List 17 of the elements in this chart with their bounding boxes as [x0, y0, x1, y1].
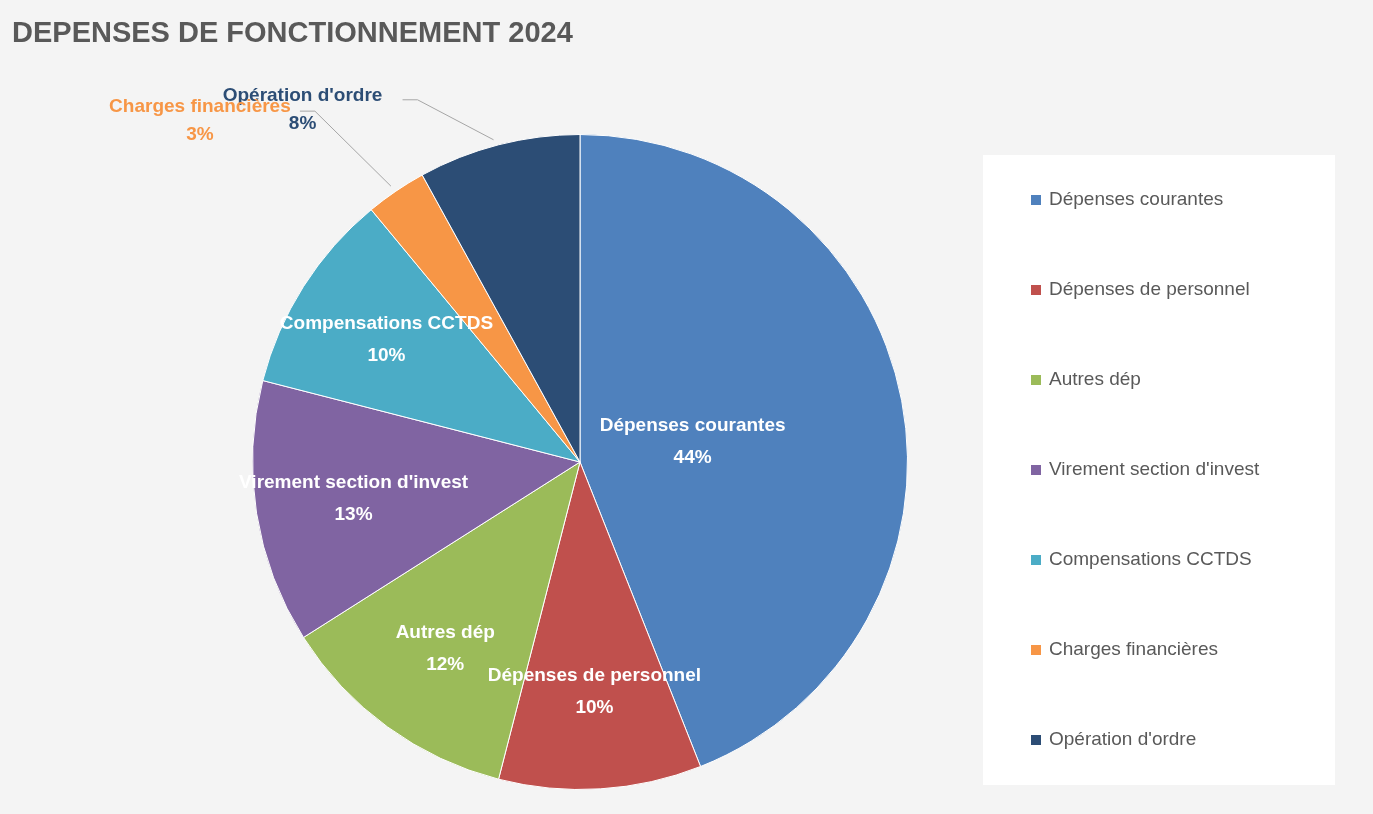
slice-label: Dépenses courantes [599, 413, 786, 435]
slice-label: Autres dép [395, 620, 495, 642]
data-label: 3% [186, 123, 214, 145]
legend-label: Compensations CCTDS [1049, 548, 1252, 570]
data-label: 44% [673, 445, 712, 467]
data-label: 10% [367, 344, 406, 366]
legend-label: Charges financières [1049, 638, 1218, 660]
legend-label: Dépenses de personnel [1049, 278, 1250, 300]
data-label: 8% [288, 112, 317, 134]
legend-label: Dépenses courantes [1049, 188, 1224, 210]
legend-label: Virement section d'invest [1049, 458, 1260, 480]
legend-label: Opération d'ordre [1049, 728, 1197, 750]
data-label: 12% [426, 652, 465, 674]
data-label: 13% [334, 503, 373, 525]
data-label: 10% [575, 696, 614, 718]
chart-title: DEPENSES DE FONCTIONNEMENT 2024 [12, 16, 573, 48]
legend-label: Autres dép [1049, 368, 1141, 390]
